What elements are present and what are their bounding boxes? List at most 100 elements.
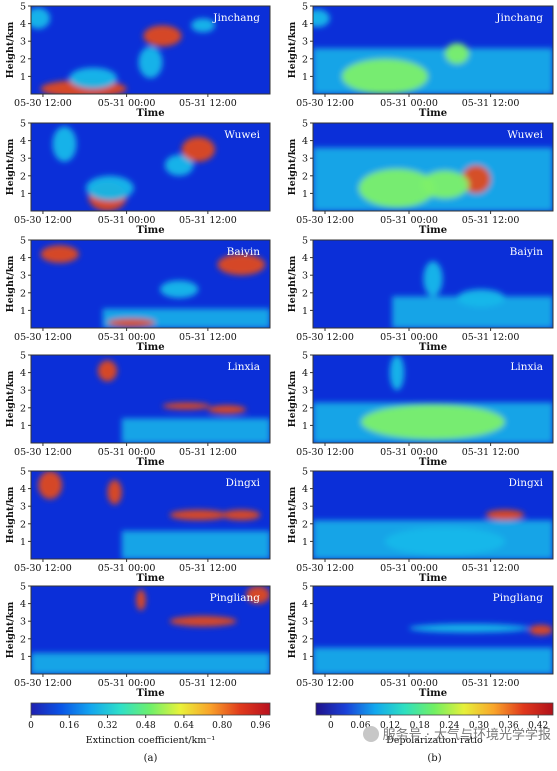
x-tick-label: 05-31 12:00 [462, 98, 520, 109]
heatmap-cell [97, 360, 118, 382]
heatmap-cell [181, 137, 216, 162]
y-tick-label: 4 [20, 484, 26, 495]
panel-label: (a) [144, 753, 158, 764]
panel-label: (b) [427, 753, 441, 764]
heatmap-cell [341, 58, 429, 94]
heatmap-region [121, 530, 270, 559]
plot-frame [312, 5, 554, 95]
y-tick-label: 5 [302, 467, 308, 478]
station-label: Jinchang [212, 12, 260, 24]
x-tick-label: 05-31 12:00 [179, 98, 237, 109]
heatmap-cell [409, 623, 529, 633]
x-tick-label: 05-31 00:00 [380, 563, 438, 574]
y-axis-label: Height/km [5, 487, 16, 544]
x-axis-label: Time [419, 225, 447, 236]
x-axis-label: Time [419, 342, 447, 353]
y-tick-label: 5 [302, 582, 308, 593]
x-tick-label: 05-31 00:00 [380, 447, 438, 458]
x-tick-label: 05-31 12:00 [462, 215, 520, 226]
y-tick-label: 3 [302, 271, 308, 282]
y-tick-label: 1 [20, 72, 26, 83]
y-tick-label: 1 [302, 306, 308, 317]
station-label: Pingliang [493, 592, 544, 604]
x-axis-label: Time [136, 457, 164, 468]
panel-dingxi-b: Dingxi 1 2 3 4 5 Height/km 05-30 12:00 05-31 00:… [287, 467, 554, 584]
x-tick-label: 05-31 12:00 [179, 447, 237, 458]
heatmap-cell [136, 589, 146, 611]
x-tick-label: 05-31 12:00 [179, 332, 237, 343]
y-tick-label: 1 [20, 652, 26, 663]
panel-wuwei-a: Wuwei 1 2 3 4 5 Height/km 05-30 12:00 05-31 00:0… [5, 119, 271, 236]
colorbar-tick-label: 0 [328, 721, 334, 731]
x-tick-label: 05-31 00:00 [98, 98, 156, 109]
y-tick-label: 4 [20, 136, 26, 147]
y-tick-label: 3 [302, 154, 308, 165]
plot-frame [30, 470, 271, 560]
y-tick-label: 1 [302, 421, 308, 432]
heatmap-cell [457, 289, 505, 307]
heatmap-field [313, 355, 553, 443]
x-tick-label: 05-31 00:00 [380, 98, 438, 109]
colorbar-tick-label: 0.18 [410, 721, 430, 731]
y-tick-label: 5 [302, 236, 308, 247]
panel-dingxi-a: Dingxi 1 2 3 4 5 Height/km 05-30 12:00 05-31 00:… [5, 467, 271, 584]
x-tick-label: 05-30 12:00 [296, 332, 354, 343]
heatmap-cell [31, 7, 51, 29]
y-tick-label: 2 [302, 54, 308, 65]
station-label: Dingxi [225, 477, 260, 489]
y-tick-label: 3 [20, 37, 26, 48]
colorbar-tick-label: 0.80 [212, 721, 232, 731]
colorbar-tick-label: 0.12 [380, 721, 400, 731]
y-tick-label: 4 [302, 368, 308, 379]
heatmap-cell [69, 67, 118, 89]
y-tick-label: 3 [302, 386, 308, 397]
heatmap-field [313, 586, 553, 674]
colorbar-tick-label: 0.48 [136, 721, 156, 731]
station-label: Baiyin [227, 246, 261, 258]
y-tick-label: 3 [20, 271, 26, 282]
y-tick-label: 2 [20, 54, 26, 65]
heatmap-cell [169, 509, 227, 521]
heatmap-cell [40, 245, 79, 263]
y-tick-label: 2 [302, 288, 308, 299]
colorbar-tick-label: 0.96 [250, 721, 270, 731]
heatmap-cell [485, 509, 525, 521]
x-axis-label: Time [136, 225, 164, 236]
heatmap-field [313, 471, 553, 559]
y-tick-label: 1 [20, 421, 26, 432]
x-tick-label: 05-30 12:00 [14, 563, 72, 574]
watermark: 服务号 · 大气与环境光学学报 [362, 724, 551, 743]
heatmap-cell [38, 471, 63, 500]
heatmap-cell [107, 479, 122, 505]
plot-frame [312, 585, 554, 675]
heatmap-cell [421, 170, 469, 199]
y-tick-label: 1 [302, 72, 308, 83]
x-tick-label: 05-30 12:00 [296, 98, 354, 109]
x-tick-label: 05-31 00:00 [98, 447, 156, 458]
colorbar-a: 0 0.16 0.32 0.48 0.64 0.80 0.96 Extinction coef… [28, 702, 271, 764]
panel-wuwei-b: Wuwei 1 2 3 4 5 Height/km 05-30 12:00 05-31 00:0… [287, 119, 554, 236]
y-tick-label: 4 [302, 136, 308, 147]
heatmap-cell [461, 165, 491, 194]
plot-frame [30, 354, 271, 444]
station-label: Wuwei [224, 129, 260, 141]
panel-pingliang-a: Pingliang 1 2 3 4 5 Height/km 05-30 12:00 05-31 … [5, 582, 271, 699]
x-tick-label: 05-30 12:00 [14, 215, 72, 226]
y-axis-label: Height/km [287, 256, 298, 313]
y-tick-label: 5 [302, 119, 308, 130]
panel-baiyin-b: Baiyin 1 2 3 4 5 Height/km 05-30 12:00 05-31 00:… [287, 236, 554, 353]
colorbar-label: Depolarization ratio [386, 735, 483, 746]
y-tick-label: 3 [20, 154, 26, 165]
panel-pingliang-b: Pingliang 1 2 3 4 5 Height/km 05-30 12:00 05-31 … [287, 582, 554, 699]
colorbar-tick-label: 0.42 [528, 721, 548, 731]
heatmap-field [31, 6, 270, 94]
x-axis-label: Time [419, 457, 447, 468]
heatmap-cell [107, 318, 156, 328]
x-tick-label: 05-31 12:00 [462, 332, 520, 343]
heatmap-field [31, 586, 270, 674]
y-tick-label: 5 [302, 351, 308, 362]
x-tick-label: 05-31 00:00 [98, 563, 156, 574]
x-tick-label: 05-31 00:00 [380, 215, 438, 226]
heatmap-field [313, 6, 553, 94]
